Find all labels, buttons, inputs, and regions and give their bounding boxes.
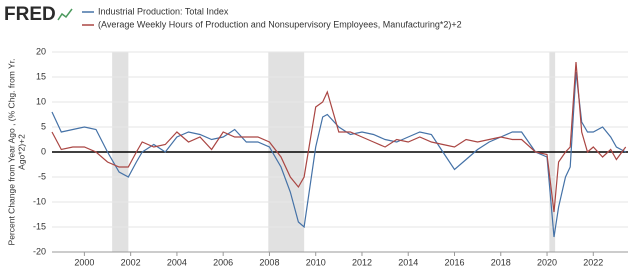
- y-tick-label: -15: [33, 221, 46, 231]
- y-tick-label: -20: [33, 246, 46, 256]
- series-line: [51, 61, 627, 213]
- x-tick-label: 2008: [259, 257, 279, 267]
- x-tick-label: 2022: [583, 257, 603, 267]
- logo: FRED: [4, 4, 56, 25]
- x-tick-label: 2014: [398, 257, 418, 267]
- x-tick-label: 2002: [121, 257, 141, 267]
- logo-icon: [57, 8, 73, 21]
- y-tick-label: 0: [41, 146, 46, 156]
- x-tick-label: 2012: [352, 257, 372, 267]
- y-tick-label: 15: [36, 71, 46, 81]
- legend-label: (Average Weekly Hours of Production and …: [98, 19, 462, 29]
- series-line: [51, 71, 626, 238]
- y-tick-label: -5: [38, 171, 46, 181]
- x-tick-label: 2006: [213, 257, 233, 267]
- x-tick-label: 2016: [444, 257, 464, 267]
- y-tick-label: -10: [33, 196, 46, 206]
- y-tick-label: 10: [36, 96, 46, 106]
- x-tick-label: 2020: [537, 257, 557, 267]
- y-axis-label: Ago*2)+2: [16, 134, 26, 170]
- y-axis-label: Percent Change from Year Ago , (% Chg. f…: [6, 59, 16, 246]
- x-tick-label: 2010: [306, 257, 326, 267]
- y-tick-label: 5: [41, 121, 46, 131]
- legend-label: Industrial Production: Total Index: [98, 6, 229, 16]
- y-tick-label: 20: [36, 46, 46, 56]
- x-tick-label: 2004: [167, 257, 187, 267]
- x-tick-label: 2000: [74, 257, 94, 267]
- x-tick-label: 2018: [491, 257, 511, 267]
